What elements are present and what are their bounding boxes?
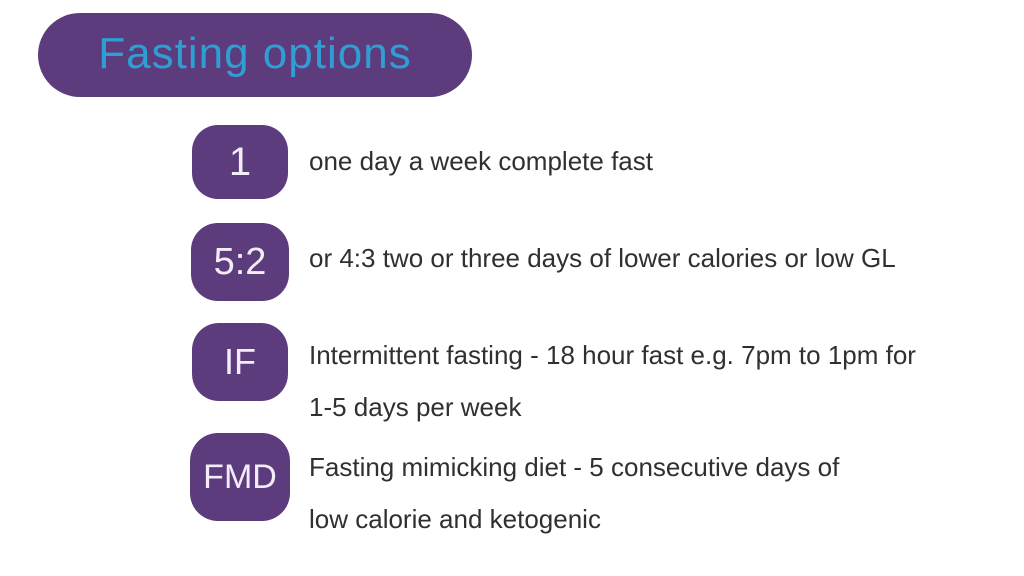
badge-if: IF xyxy=(192,323,288,401)
row-text-line: Intermittent fasting - 18 hour fast e.g.… xyxy=(309,339,916,370)
row-text-line: or 4:3 two or three days of lower calori… xyxy=(309,242,896,273)
row-text-line: one day a week complete fast xyxy=(309,145,653,176)
badge-fmd: FMD xyxy=(190,433,290,521)
badge-5-2: 5:2 xyxy=(191,223,289,301)
row-text-line: low calorie and ketogenic xyxy=(309,503,601,534)
row-text-5-2: or 4:3 two or three days of lower calori… xyxy=(309,232,896,284)
page-title: Fasting options xyxy=(98,29,412,78)
row-text-fmd: Fasting mimicking diet - 5 consecutive d… xyxy=(309,441,839,545)
row-text-if: Intermittent fasting - 18 hour fast e.g.… xyxy=(309,329,916,433)
header-pill: Fasting options xyxy=(38,13,472,97)
row-text-line: 1-5 days per week xyxy=(309,391,522,422)
row-text-line: Fasting mimicking diet - 5 consecutive d… xyxy=(309,451,840,482)
row-text-one-day: one day a week complete fast xyxy=(309,135,653,187)
badge-one-day: 1 xyxy=(192,125,288,199)
